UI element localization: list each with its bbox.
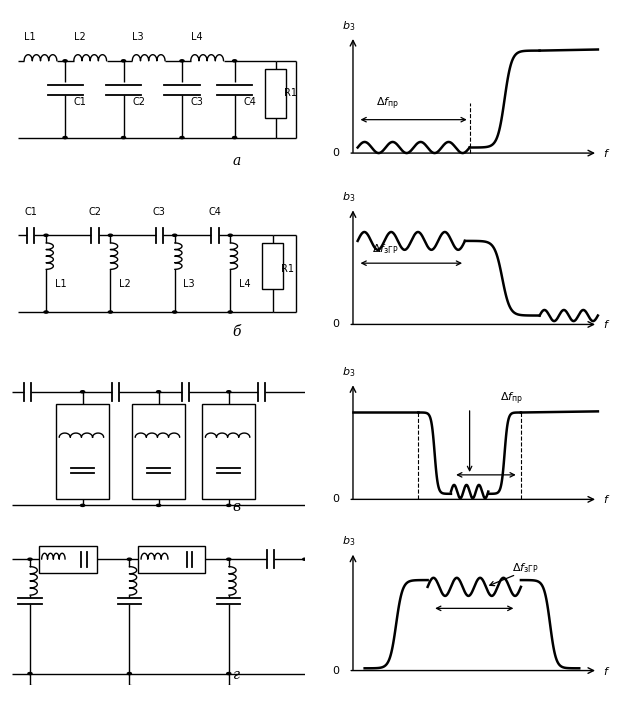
Circle shape — [28, 558, 32, 560]
Circle shape — [157, 504, 160, 506]
Text: $f$: $f$ — [603, 318, 610, 331]
Text: L1: L1 — [24, 32, 35, 42]
Text: L1: L1 — [55, 279, 67, 289]
Text: $b_3$: $b_3$ — [341, 366, 355, 379]
Circle shape — [81, 504, 85, 506]
Text: $b_3$: $b_3$ — [341, 535, 355, 548]
Text: б: б — [232, 325, 241, 339]
Circle shape — [108, 234, 113, 236]
Circle shape — [81, 391, 85, 393]
Text: $\Delta f_{\rm пр}$: $\Delta f_{\rm пр}$ — [376, 96, 399, 112]
Text: $\Delta f_{\rm зГР}$: $\Delta f_{\rm зГР}$ — [512, 561, 539, 575]
Circle shape — [180, 60, 184, 62]
Text: C3: C3 — [191, 97, 203, 107]
Text: а: а — [232, 154, 241, 168]
Circle shape — [128, 558, 131, 560]
Text: $f$: $f$ — [603, 665, 610, 677]
Circle shape — [121, 136, 126, 139]
Bar — [138, 545, 205, 573]
Circle shape — [63, 60, 67, 62]
Text: C4: C4 — [243, 97, 256, 107]
Circle shape — [173, 234, 177, 236]
Circle shape — [44, 234, 48, 236]
Text: R1: R1 — [281, 264, 294, 274]
Circle shape — [227, 673, 231, 675]
Text: L3: L3 — [132, 32, 144, 42]
Circle shape — [228, 234, 232, 236]
Text: R1: R1 — [284, 88, 297, 98]
Circle shape — [121, 60, 126, 62]
Text: $b_3$: $b_3$ — [341, 19, 355, 33]
Text: L4: L4 — [191, 32, 202, 42]
Text: 0: 0 — [332, 494, 339, 504]
Bar — [39, 545, 97, 573]
Circle shape — [180, 136, 184, 139]
Text: C2: C2 — [132, 97, 146, 107]
Text: L2: L2 — [74, 32, 86, 42]
Circle shape — [157, 391, 160, 393]
Text: $f$: $f$ — [603, 493, 610, 506]
Circle shape — [128, 673, 131, 675]
Text: 0: 0 — [332, 665, 339, 675]
Text: L4: L4 — [239, 279, 251, 289]
Circle shape — [233, 136, 236, 139]
Text: C2: C2 — [88, 207, 101, 217]
Circle shape — [228, 311, 232, 313]
Circle shape — [227, 504, 231, 506]
Circle shape — [108, 311, 113, 313]
Circle shape — [28, 673, 32, 675]
Text: $f$: $f$ — [603, 147, 610, 159]
Bar — [262, 243, 283, 289]
Text: 0: 0 — [332, 319, 339, 329]
Text: L3: L3 — [183, 279, 195, 289]
Text: L2: L2 — [119, 279, 131, 289]
Text: C1: C1 — [74, 97, 86, 107]
Text: $\Delta f_{\rm пр}$: $\Delta f_{\rm пр}$ — [500, 391, 523, 407]
Circle shape — [303, 558, 307, 560]
Bar — [202, 404, 255, 499]
Text: $\Delta f_{\rm зГР}$: $\Delta f_{\rm зГР}$ — [371, 242, 399, 256]
Circle shape — [233, 60, 236, 62]
Bar — [132, 404, 185, 499]
Text: C1: C1 — [24, 207, 37, 217]
Text: г: г — [233, 668, 240, 682]
Text: 0: 0 — [332, 148, 339, 158]
Circle shape — [227, 391, 231, 393]
Text: $b_3$: $b_3$ — [341, 191, 355, 204]
Bar — [56, 404, 109, 499]
Circle shape — [63, 136, 67, 139]
Text: в: в — [232, 500, 241, 514]
Text: C3: C3 — [153, 207, 166, 217]
Circle shape — [227, 558, 231, 560]
Text: C4: C4 — [208, 207, 221, 217]
Bar — [266, 69, 285, 118]
Circle shape — [44, 311, 48, 313]
Circle shape — [173, 311, 177, 313]
